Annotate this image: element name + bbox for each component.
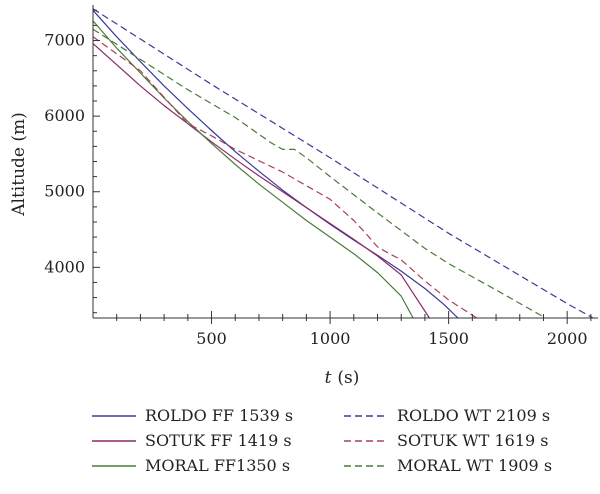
series-line-1	[92, 9, 459, 319]
y-tick-label: 5000	[44, 182, 85, 201]
x-axis-var: t	[325, 368, 332, 388]
series-line-6	[92, 28, 546, 319]
plot-area	[92, 8, 594, 319]
legend-label-5: SOTUK WT 1619 s	[397, 431, 549, 450]
ticks	[93, 9, 592, 324]
x-axis-unit: (s)	[337, 368, 359, 388]
x-tick-label: 2000	[547, 329, 588, 348]
y-axis-label: Altitude (m)	[9, 112, 29, 217]
legend-label-4: ROLDO WT 2109 s	[397, 406, 550, 425]
x-tick-label: 1500	[428, 329, 469, 348]
x-tick-label: 1000	[310, 329, 351, 348]
legend-label-6: MORAL WT 1909 s	[397, 456, 552, 475]
legend: ROLDO FF 1539 s SOTUK FF 1419 s MORAL FF13…	[92, 406, 552, 475]
x-axis-label: t (s)	[325, 368, 360, 388]
tick-labels: 500 1000 1500 2000 4000 5000 6000 7000	[44, 31, 587, 348]
legend-label-1: ROLDO FF 1539 s	[145, 406, 293, 425]
x-tick-label: 500	[196, 329, 227, 348]
y-tick-label: 6000	[44, 106, 85, 125]
y-tick-label: 7000	[44, 31, 85, 50]
series-line-2	[92, 43, 430, 319]
legend-label-3: MORAL FF1350 s	[145, 456, 290, 475]
series-line-5	[92, 36, 478, 319]
y-tick-label: 4000	[44, 257, 85, 276]
series-line-3	[92, 20, 414, 319]
legend-label-2: SOTUK FF 1419 s	[145, 431, 292, 450]
axes	[92, 5, 598, 319]
series-line-4	[92, 8, 594, 319]
